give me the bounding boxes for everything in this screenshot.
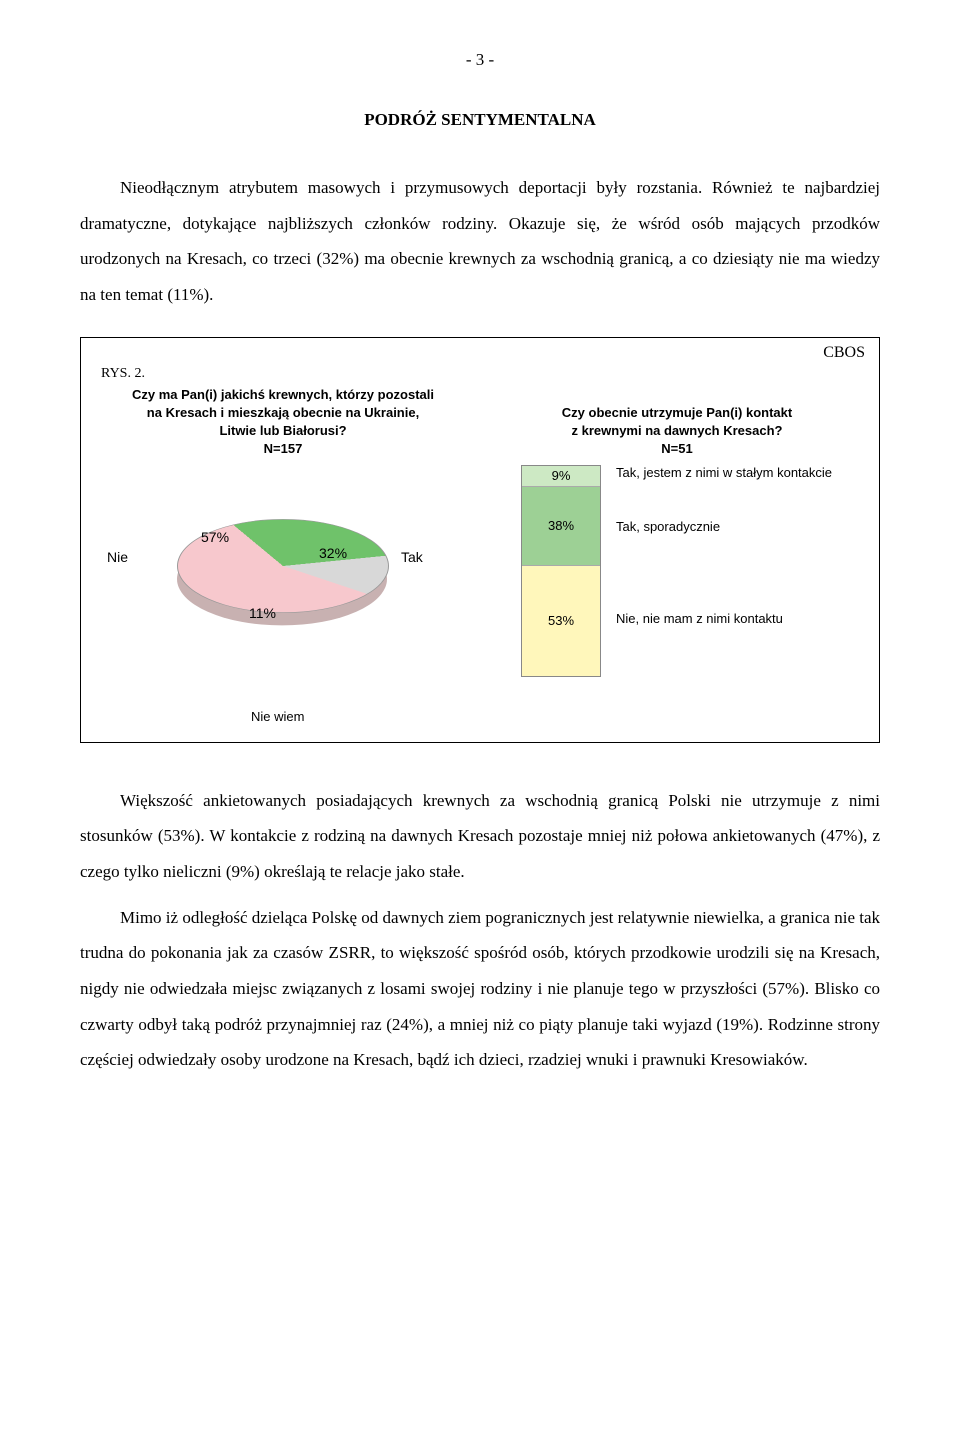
question-left: Czy ma Pan(i) jakichś krewnych, którzy p… xyxy=(101,386,465,459)
stacked-bar-chart: 9%38%53% Tak, jestem z nimi w stałym kon… xyxy=(481,465,841,695)
pie-pct-nie: 57% xyxy=(201,529,229,545)
bar-segment: 53% xyxy=(522,566,600,676)
bar-segment: 9% xyxy=(522,466,600,487)
bar-column: 9%38%53% xyxy=(521,465,601,677)
question-right: Czy obecnie utrzymuje Pan(i) kontakt z k… xyxy=(495,386,859,459)
bar-label-1: Tak, jestem z nimi w stałym kontakcie xyxy=(616,465,832,482)
pie-pct-nw: 11% xyxy=(249,605,276,621)
q-left-line3: Litwie lub Białorusi? xyxy=(219,423,346,438)
page-number: - 3 - xyxy=(80,50,880,70)
pie-label-nie: Nie xyxy=(107,549,128,565)
q-left-line2: na Kresach i mieszkają obecnie na Ukrain… xyxy=(147,405,419,420)
q-right-line1: Czy obecnie utrzymuje Pan(i) kontakt xyxy=(562,405,792,420)
bar-segment: 38% xyxy=(522,487,600,566)
figure-number: RYS. 2. xyxy=(101,366,859,382)
q-left-line1: Czy ma Pan(i) jakichś krewnych, którzy p… xyxy=(132,387,434,402)
section-heading: PODRÓŻ SENTYMENTALNA xyxy=(80,110,880,130)
figure-box: CBOS RYS. 2. Czy ma Pan(i) jakichś krewn… xyxy=(80,337,880,743)
bar-label-2: Tak, sporadycznie xyxy=(616,519,720,536)
pie-pct-tak: 32% xyxy=(319,545,347,561)
pie-label-tak: Tak xyxy=(401,549,423,565)
pie-label-niewiem: Nie wiem xyxy=(251,709,859,724)
q-right-n: N=51 xyxy=(661,441,692,456)
paragraph-2: Większość ankietowanych posiadających kr… xyxy=(80,783,880,890)
pie-chart: Nie 57% Tak 32% 11% xyxy=(101,465,461,675)
q-left-n: N=157 xyxy=(264,441,303,456)
q-right-line2: z krewnymi na dawnych Kresach? xyxy=(572,423,783,438)
cbos-label: CBOS xyxy=(823,344,865,362)
paragraph-3: Mimo iż odległość dzieląca Polskę od daw… xyxy=(80,900,880,1078)
paragraph-1: Nieodłącznym atrybutem masowych i przymu… xyxy=(80,170,880,313)
bar-label-3: Nie, nie mam z nimi kontaktu xyxy=(616,611,783,628)
